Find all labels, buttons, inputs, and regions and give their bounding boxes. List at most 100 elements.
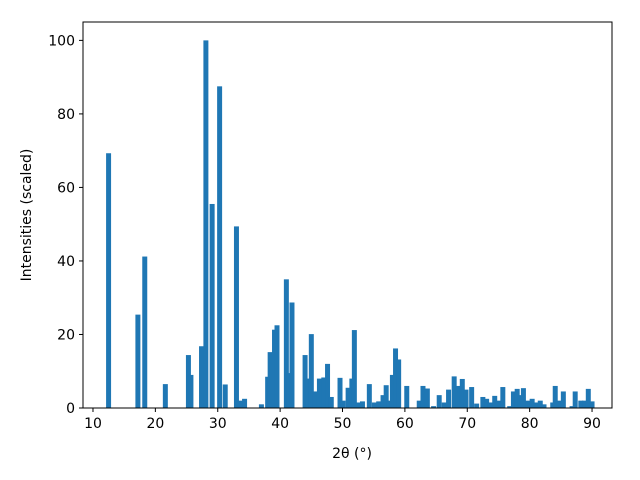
bar: [328, 396, 334, 408]
bar: [242, 398, 248, 408]
y-tick-label: 0: [66, 401, 75, 417]
bar: [209, 203, 215, 408]
bar: [142, 256, 148, 408]
bar: [569, 406, 575, 408]
bar: [480, 396, 486, 408]
bar: [495, 400, 501, 408]
bar: [389, 374, 395, 408]
bar: [203, 40, 209, 408]
bar: [302, 355, 308, 408]
bar: [451, 376, 457, 408]
bar: [416, 400, 422, 408]
bar: [305, 378, 311, 408]
bar: [308, 334, 314, 408]
bar: [345, 387, 351, 408]
bar: [529, 398, 535, 408]
plot-frame: [82, 21, 613, 409]
bar: [162, 384, 168, 408]
bar: [541, 404, 547, 408]
bar: [560, 391, 566, 408]
bar: [393, 348, 399, 408]
bar: [312, 391, 318, 408]
bar: [585, 388, 591, 408]
bar: [396, 359, 402, 408]
y-tick-label: 40: [57, 254, 75, 270]
bar: [556, 400, 562, 408]
x-tick-label: 10: [84, 416, 102, 432]
bar: [507, 406, 513, 408]
x-axis-label: 2θ (°): [332, 446, 372, 462]
bar: [283, 279, 289, 408]
bar: [469, 387, 475, 408]
bar: [337, 377, 343, 408]
bar: [316, 378, 322, 408]
bar: [534, 402, 540, 408]
bar: [380, 395, 386, 408]
bar: [436, 395, 442, 408]
bar: [359, 401, 365, 408]
bar: [510, 391, 516, 408]
bar: [404, 385, 410, 408]
bar: [578, 400, 584, 408]
bar: [274, 325, 280, 408]
bar: [289, 302, 295, 408]
bar: [325, 363, 331, 408]
bar: [459, 378, 465, 408]
bar: [237, 400, 243, 408]
bar: [321, 377, 327, 408]
bar: [463, 389, 469, 408]
bar: [474, 403, 480, 408]
y-tick-label: 60: [57, 180, 75, 196]
bar: [446, 389, 452, 408]
bar: [589, 401, 595, 408]
bar: [492, 395, 498, 408]
bar: [420, 385, 426, 408]
bar: [366, 384, 372, 408]
x-tick-label: 70: [458, 416, 476, 432]
bar: [217, 86, 223, 408]
y-tick-label: 20: [57, 327, 75, 343]
x-tick-label: 40: [271, 416, 289, 432]
bar: [386, 400, 392, 408]
bar: [340, 400, 346, 408]
y-tick-label: 80: [57, 107, 75, 123]
bar: [517, 395, 523, 408]
bar: [351, 330, 357, 408]
bar: [455, 385, 461, 408]
bar: [135, 314, 141, 408]
bar: [552, 385, 558, 408]
bar: [484, 398, 490, 408]
bar: [582, 400, 588, 408]
bar: [487, 402, 493, 408]
bar: [258, 404, 264, 408]
bar: [233, 226, 239, 408]
bar: [199, 346, 205, 408]
bar: [500, 387, 506, 408]
x-tick-label: 20: [146, 416, 164, 432]
x-tick-label: 90: [583, 416, 601, 432]
y-tick-label: 100: [48, 33, 75, 49]
bar: [424, 388, 430, 408]
x-tick-label: 50: [334, 416, 352, 432]
bar: [383, 385, 389, 408]
bar: [355, 402, 361, 408]
bar: [525, 400, 531, 408]
bar: [441, 402, 447, 408]
bar: [188, 374, 194, 408]
bar: [371, 402, 377, 408]
bar: [514, 388, 520, 408]
bar: [431, 406, 437, 408]
bar: [222, 384, 228, 408]
bar: [537, 400, 543, 408]
y-axis-label: Intensities (scaled): [19, 149, 35, 282]
x-tick-label: 80: [521, 416, 539, 432]
bar: [520, 388, 526, 408]
bar: [106, 153, 112, 408]
bar: [376, 401, 382, 408]
bar: [572, 391, 578, 408]
bar: [286, 373, 292, 408]
x-tick-label: 60: [396, 416, 414, 432]
x-tick-label: 30: [209, 416, 227, 432]
bar: [267, 352, 273, 408]
